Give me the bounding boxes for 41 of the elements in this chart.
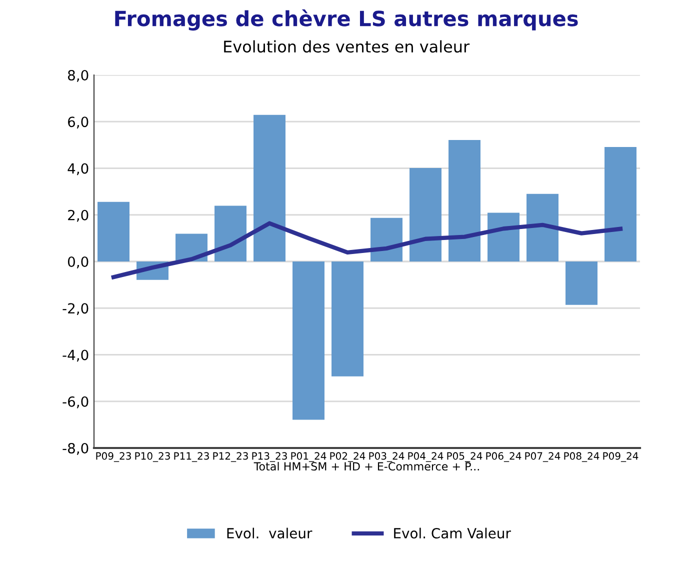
- x-tick-label: P12_23: [213, 452, 248, 462]
- y-tick-label: 6,0: [68, 116, 88, 129]
- chart-title: Fromages de chèvre LS autres marques: [115, 9, 578, 31]
- bar: [526, 194, 558, 262]
- y-tick-label: 4,0: [68, 163, 88, 176]
- bar: [604, 147, 636, 262]
- y-tick-label: -8,0: [62, 442, 88, 455]
- y-tick-label: -4,0: [62, 350, 88, 362]
- bar: [566, 262, 598, 305]
- x-tick-label: P02_24: [330, 452, 366, 462]
- x-tick-label: P04_24: [408, 452, 444, 462]
- y-tick-label: 2,0: [68, 210, 88, 222]
- x-tick-label: P09_24: [603, 452, 638, 462]
- bar: [292, 262, 324, 420]
- y-tick-label: 0,0: [68, 256, 88, 268]
- bar: [214, 206, 246, 262]
- x-tick-label: P09_23: [96, 452, 131, 462]
- y-tick-label: 8,0: [68, 70, 88, 82]
- y-tick-label: -2,0: [62, 303, 88, 316]
- x-tick-label: P13_23: [252, 452, 287, 462]
- x-tick-label: P07_24: [525, 452, 560, 462]
- bar: [98, 202, 130, 262]
- x-tick-label: P06_24: [486, 452, 522, 462]
- legend-label: Evol. valeur: [227, 528, 312, 539]
- bar: [448, 140, 480, 262]
- y-tick-label: -6,0: [62, 396, 88, 408]
- bar: [488, 212, 520, 262]
- x-tick-label: P10_23: [135, 452, 170, 462]
- x-tick-label: P03_24: [369, 452, 404, 462]
- x-tick-label: P11_23: [174, 452, 209, 462]
- bar: [254, 114, 286, 262]
- legend-label: Evol. Cam Valeur: [394, 528, 511, 539]
- bar: [332, 262, 364, 376]
- line-series: [111, 221, 623, 280]
- x-tick-label: P08_24: [564, 452, 600, 462]
- chart-subtitle: Evolution des ventes en valeur: [224, 40, 470, 53]
- bar: [410, 168, 442, 262]
- bar: [370, 218, 402, 262]
- x-axis-title: Total HM+SM + HD + E-Commerce + P...: [254, 462, 479, 471]
- x-tick-label: P01_24: [291, 452, 326, 462]
- x-tick-label: P05_24: [447, 452, 482, 462]
